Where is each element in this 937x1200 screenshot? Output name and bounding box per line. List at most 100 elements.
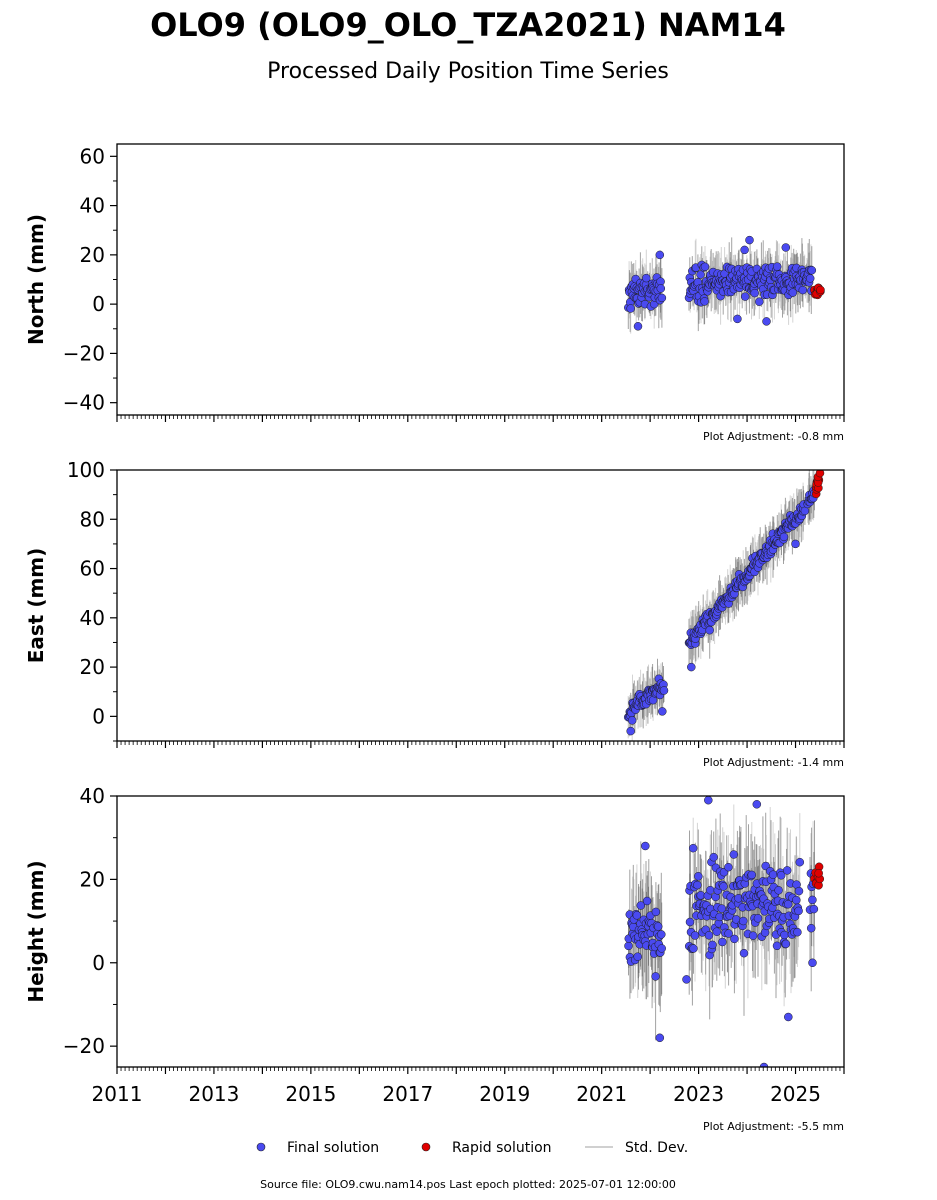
height-final-point xyxy=(657,930,666,939)
height-final-point xyxy=(641,841,650,851)
height-final-point xyxy=(730,934,739,944)
north-final-point xyxy=(740,292,750,301)
east-panel: 0 20 40 60 80 100 East (mm) Plot Adjustment: -1… xyxy=(24,458,845,769)
height-final-point xyxy=(690,931,700,940)
north-final-point xyxy=(772,262,782,271)
height-final-point xyxy=(753,914,763,923)
north-final-point xyxy=(798,285,808,295)
chart-subtitle: Processed Daily Position Time Series xyxy=(267,59,669,84)
height-final-point xyxy=(772,941,782,951)
height-final-point xyxy=(794,906,803,916)
height-final-point xyxy=(655,1033,665,1043)
north-final-point xyxy=(805,274,815,283)
height-panel: −20 0 20 40 2011 2013 2015 2017 2019 2021 2023 2025… xyxy=(24,784,845,1133)
height-final-point xyxy=(651,972,660,981)
east-y-tick-label: 20 xyxy=(80,655,105,679)
height-final-point xyxy=(724,862,733,872)
height-final-point xyxy=(774,886,783,895)
height-final-point xyxy=(706,885,715,895)
north-final-point xyxy=(733,314,742,324)
north-final-point xyxy=(755,297,764,306)
height-final-point xyxy=(806,923,816,933)
height-x-tick-label: 2019 xyxy=(479,1082,530,1106)
north-plot-area xyxy=(624,235,825,334)
east-axes-frame xyxy=(116,469,845,742)
height-final-point xyxy=(651,907,661,917)
height-y-axis-label: Height (mm) xyxy=(24,860,48,1002)
north-y-tick-label: 20 xyxy=(80,243,105,267)
height-final-point xyxy=(717,904,727,913)
height-final-point xyxy=(704,796,713,805)
height-final-point xyxy=(759,1062,769,1067)
north-final-point xyxy=(700,262,710,272)
height-final-point xyxy=(794,886,804,896)
height-x-tick-label: 2025 xyxy=(770,1082,821,1106)
north-final-point xyxy=(781,243,791,252)
north-final-point xyxy=(657,293,667,303)
height-final-point xyxy=(793,927,802,937)
height-final-point xyxy=(688,843,698,853)
east-y-axis-label: East (mm) xyxy=(24,548,48,664)
height-rapid-points xyxy=(810,862,825,890)
east-y-tick-label: 0 xyxy=(92,704,105,728)
north-final-point xyxy=(745,235,754,245)
height-final-point xyxy=(709,852,718,862)
legend: Final solution Rapid solution Std. Dev. xyxy=(256,1140,688,1156)
north-final-point xyxy=(807,266,817,275)
height-final-point xyxy=(633,952,642,961)
north-final-point xyxy=(740,245,749,255)
north-final-point xyxy=(656,284,666,293)
east-final-point xyxy=(687,662,696,672)
height-final-point xyxy=(657,944,666,953)
height-final-point xyxy=(780,930,789,940)
height-y-tick-label: −20 xyxy=(63,1034,105,1058)
north-final-point xyxy=(762,317,771,326)
north-y-tick-label: 60 xyxy=(80,144,105,168)
east-final-point xyxy=(779,532,789,542)
legend-std-label: Std. Dev. xyxy=(625,1140,688,1156)
height-final-point xyxy=(768,870,778,879)
legend-final-marker xyxy=(256,1142,266,1152)
height-final-point xyxy=(729,850,739,859)
height-x-tick-label: 2021 xyxy=(576,1082,627,1106)
height-final-point xyxy=(724,929,733,938)
north-y-tick-label: 40 xyxy=(80,194,105,218)
north-final-point xyxy=(633,322,643,331)
height-final-point xyxy=(782,866,792,875)
east-rapid-point xyxy=(815,470,825,478)
height-final-point xyxy=(642,896,652,906)
height-final-point xyxy=(808,895,817,905)
height-final-point xyxy=(739,948,749,958)
height-final-point xyxy=(719,882,728,891)
height-final-point xyxy=(809,904,819,914)
north-final-points xyxy=(624,235,817,331)
height-x-tick-label: 2017 xyxy=(382,1082,433,1106)
east-final-point xyxy=(626,726,635,736)
north-final-point xyxy=(788,288,798,297)
height-x-tick-label: 2011 xyxy=(92,1082,143,1106)
height-x-tick-label: 2015 xyxy=(285,1082,336,1106)
height-final-point xyxy=(704,931,714,940)
north-y-tick-label: 0 xyxy=(92,292,105,316)
legend-final-label: Final solution xyxy=(287,1140,379,1156)
north-final-point xyxy=(642,273,651,283)
height-final-point xyxy=(781,939,791,949)
height-y-tick-label: 0 xyxy=(92,951,105,975)
height-final-point xyxy=(693,880,702,890)
east-final-point xyxy=(658,707,667,716)
north-final-point xyxy=(700,297,709,306)
east-final-point xyxy=(659,686,669,695)
east-y-tick-label: 60 xyxy=(80,557,105,581)
height-final-point xyxy=(624,941,633,951)
height-final-point xyxy=(783,899,793,909)
east-y-tick-label: 40 xyxy=(80,606,105,630)
legend-rapid-label: Rapid solution xyxy=(452,1140,552,1156)
height-final-point xyxy=(685,917,695,927)
height-x-tick-label: 2013 xyxy=(188,1082,239,1106)
height-final-point xyxy=(694,872,703,881)
height-final-point xyxy=(792,895,801,905)
height-final-point xyxy=(712,927,722,936)
north-rapid-points xyxy=(810,283,825,300)
height-final-point xyxy=(718,937,727,947)
